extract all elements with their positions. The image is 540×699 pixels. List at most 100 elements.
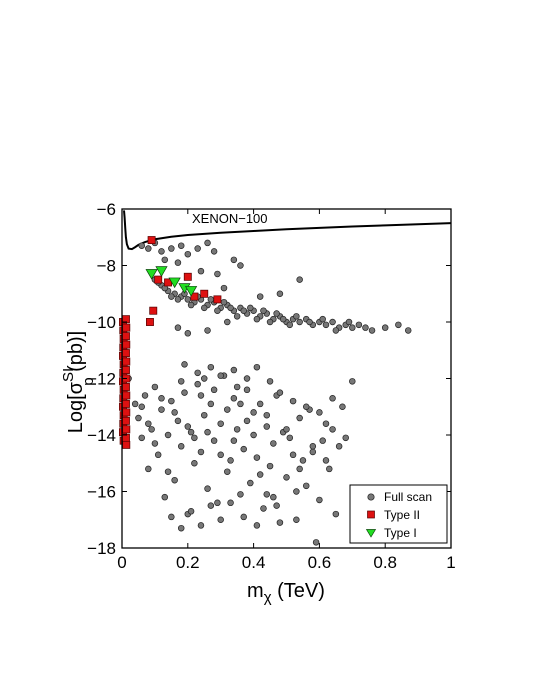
legend-marker-type-ii — [367, 510, 375, 519]
point-full-scan — [362, 324, 369, 331]
point-full-scan — [204, 239, 211, 247]
point-full-scan — [191, 460, 198, 467]
point-full-scan — [171, 409, 178, 416]
point-full-scan — [145, 245, 152, 252]
point-full-scan — [243, 375, 251, 382]
point-type-i — [168, 277, 181, 289]
point-full-scan — [286, 321, 294, 329]
point-full-scan — [319, 315, 326, 323]
point-full-scan — [302, 482, 310, 490]
point-full-scan — [151, 383, 159, 391]
point-full-scan — [293, 488, 300, 495]
point-type-ii — [149, 306, 158, 315]
point-full-scan — [270, 493, 277, 501]
point-full-scan — [217, 372, 224, 379]
point-full-scan — [207, 400, 215, 408]
point-full-scan — [204, 327, 211, 334]
point-full-scan — [329, 395, 336, 402]
point-full-scan — [289, 451, 297, 459]
point-type-ii — [122, 357, 131, 366]
point-full-scan — [145, 420, 152, 427]
point-type-ii — [122, 340, 131, 349]
point-full-scan — [322, 321, 330, 329]
point-full-scan — [240, 513, 247, 521]
point-full-scan — [184, 296, 192, 303]
point-full-scan — [276, 290, 284, 298]
point-full-scan — [329, 318, 336, 326]
x-tick-label: 1 — [446, 553, 455, 572]
x-tick-label: 0.4 — [242, 553, 266, 572]
x-tick-label: 0.8 — [373, 553, 397, 572]
point-full-scan — [263, 491, 271, 498]
point-full-scan — [266, 378, 274, 385]
point-full-scan — [210, 386, 218, 394]
point-full-scan — [283, 474, 290, 481]
point-full-scan — [237, 400, 244, 408]
point-full-scan — [263, 423, 271, 430]
legend-label-full-scan: Full scan — [384, 490, 432, 504]
point-full-scan — [293, 516, 300, 523]
point-full-scan — [381, 324, 389, 331]
point-full-scan — [135, 414, 142, 422]
point-full-scan — [296, 465, 303, 473]
point-full-scan — [253, 522, 261, 529]
point-full-scan — [309, 443, 317, 450]
point-full-scan — [151, 440, 159, 447]
point-full-scan — [299, 457, 307, 464]
point-type-ii — [122, 323, 131, 332]
point-full-scan — [220, 298, 228, 306]
y-tick-label: −6 — [97, 200, 116, 219]
point-full-scan — [250, 409, 257, 416]
point-full-scan — [230, 366, 238, 374]
point-full-scan — [349, 378, 356, 385]
point-full-scan — [194, 245, 201, 252]
point-type-ii — [154, 275, 163, 284]
point-full-scan — [250, 431, 257, 439]
point-full-scan — [230, 256, 238, 264]
point-full-scan — [197, 267, 205, 275]
x-axis-label-rest: (TeV) — [272, 580, 325, 602]
point-full-scan — [138, 242, 145, 249]
point-full-scan — [217, 451, 224, 459]
point-full-scan — [187, 428, 195, 436]
legend-label-type-i: Type I — [384, 526, 417, 540]
y-tick-label: −14 — [87, 426, 116, 445]
y-axis-label-sub: p — [80, 377, 97, 385]
point-full-scan — [260, 307, 267, 314]
xenon-100-label: XENON−100 — [192, 211, 268, 226]
point-full-scan — [227, 499, 234, 507]
point-full-scan — [266, 318, 274, 326]
point-full-scan — [145, 465, 152, 473]
point-full-scan — [168, 397, 175, 405]
point-full-scan — [214, 499, 221, 507]
point-full-scan — [240, 445, 247, 453]
point-full-scan — [339, 403, 346, 411]
point-full-scan — [217, 420, 224, 427]
point-full-scan — [181, 389, 188, 396]
point-full-scan — [207, 502, 215, 509]
legend-marker-type-i — [365, 529, 377, 538]
point-full-scan — [243, 417, 251, 425]
point-full-scan — [316, 409, 323, 416]
point-full-scan — [233, 426, 241, 433]
point-full-scan — [158, 395, 165, 402]
point-full-scan — [319, 437, 326, 444]
point-type-ii — [121, 366, 130, 374]
point-full-scan — [296, 414, 303, 422]
y-tick-label: −10 — [87, 313, 116, 332]
point-full-scan — [263, 411, 271, 419]
point-full-scan — [207, 296, 215, 303]
point-full-scan — [306, 318, 313, 326]
point-full-scan — [329, 426, 336, 433]
x-tick-label: 0.2 — [176, 553, 200, 572]
point-full-scan — [174, 259, 182, 266]
point-type-ii — [121, 416, 130, 425]
point-full-scan — [184, 330, 192, 337]
point-full-scan — [177, 242, 185, 249]
point-type-i — [155, 266, 168, 277]
point-full-scan — [201, 375, 208, 382]
point-full-scan — [181, 361, 188, 368]
point-full-scan — [184, 423, 192, 430]
point-full-scan — [345, 318, 353, 326]
point-full-scan — [227, 457, 234, 464]
